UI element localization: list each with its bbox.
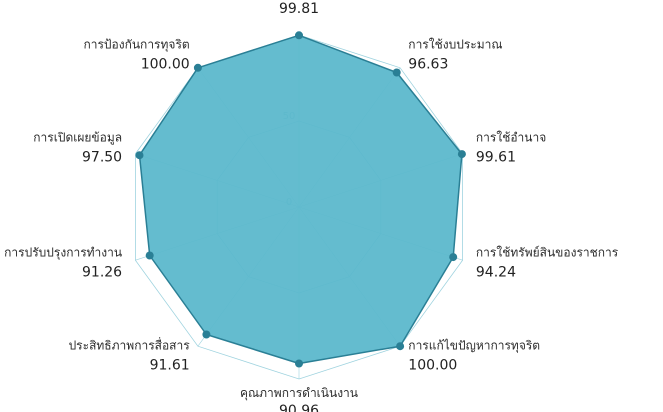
data-point-7 (145, 251, 154, 260)
axis-label-group-7: การปรับปรุงการทำงาน 91.26 (4, 246, 122, 281)
axis-label-group-9: การป้องกันการทุจริต 100.00 (83, 38, 189, 73)
axis-label-group-8: การเปิดเผยข้อมูล 97.50 (33, 131, 122, 166)
value-label-3: 94.24 (476, 265, 516, 281)
value-label-2: 99.61 (476, 150, 516, 166)
axis-label-layer: การปฏิบัติหน้าที่99.81 การใช้งบประมาณ 96.6… (4, 1, 619, 412)
axis-label-group-3: การใช้ทรัพย์สินของราชการ 94.24 (476, 246, 619, 281)
data-point-3 (449, 253, 458, 262)
axis-label-group-5: คุณภาพการดำเนินงาน 90.96 (240, 386, 358, 412)
data-point-9 (193, 63, 202, 72)
category-label-3: การใช้ทรัพย์สินของราชการ (476, 246, 619, 260)
axis-label-group-4: การแก้ไขปัญหาการทุจริต 100.00 (408, 339, 540, 374)
series-area (138, 34, 463, 365)
data-point-layer (135, 31, 466, 368)
value-label-6: 91.61 (150, 358, 190, 374)
data-point-1 (392, 68, 401, 77)
category-label-6: ประสิทธิภาพการสื่อสาร (69, 337, 191, 353)
data-point-5 (295, 359, 303, 368)
category-label-4: การแก้ไขปัญหาการทุจริต (408, 339, 540, 354)
category-label-2: การใช้อำนาจ (476, 131, 546, 145)
value-label-8: 97.50 (82, 150, 122, 166)
axis-label-group-2: การใช้อำนาจ 99.61 (476, 131, 546, 166)
value-label-9: 100.00 (141, 57, 190, 73)
axis-label-group-1: การใช้งบประมาณ 96.63 (408, 38, 502, 73)
category-label-5: คุณภาพการดำเนินงาน (240, 386, 358, 401)
series-area-layer (138, 34, 463, 365)
value-label-1: 96.63 (408, 57, 448, 73)
data-point-8 (135, 151, 144, 160)
category-label-8: การเปิดเผยข้อมูล (33, 131, 122, 146)
category-label-1: การใช้งบประมาณ (408, 38, 502, 52)
data-point-0 (295, 31, 303, 40)
axis-label-group-6: ประสิทธิภาพการสื่อสาร 91.61 (69, 337, 191, 374)
category-label-9: การป้องกันการทุจริต (83, 38, 189, 53)
category-label-7: การปรับปรุงการทำงาน (4, 246, 122, 261)
value-label-5: 90.96 (279, 403, 319, 412)
value-label-7: 91.26 (82, 265, 122, 281)
data-point-2 (457, 150, 466, 159)
value-label-0: 99.81 (279, 1, 319, 17)
axis-label-group-0: การปฏิบัติหน้าที่99.81 (279, 1, 319, 17)
data-point-4 (396, 342, 405, 351)
data-point-6 (202, 330, 211, 339)
value-label-4: 100.00 (408, 358, 457, 374)
